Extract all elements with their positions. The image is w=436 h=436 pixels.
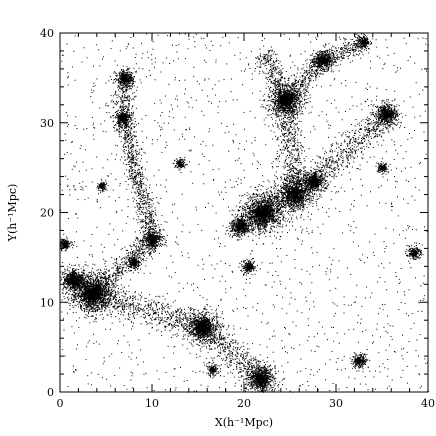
y-tick-label: 10 (40, 296, 54, 309)
x-tick-label: 30 (329, 397, 343, 410)
y-tick-label: 40 (40, 27, 54, 40)
particle-points (60, 33, 429, 393)
particle-dots (60, 33, 429, 393)
axis-ticks (59, 32, 429, 393)
y-tick-label: 0 (47, 386, 54, 399)
x-axis-label: X(h⁻¹Mpc) (215, 416, 273, 429)
axis-tick-labels: 0 10 20 30 40 0 10 20 30 40 (40, 27, 435, 410)
x-tick-label: 40 (421, 397, 435, 410)
plot-frame (59, 32, 429, 393)
x-tick-label: 20 (237, 397, 251, 410)
y-tick-label: 20 (40, 207, 54, 220)
y-tick-label: 30 (40, 117, 54, 130)
x-tick-label: 10 (145, 397, 159, 410)
y-axis-label: Y(h⁻¹Mpc) (6, 184, 19, 243)
x-tick-label: 0 (57, 397, 64, 410)
